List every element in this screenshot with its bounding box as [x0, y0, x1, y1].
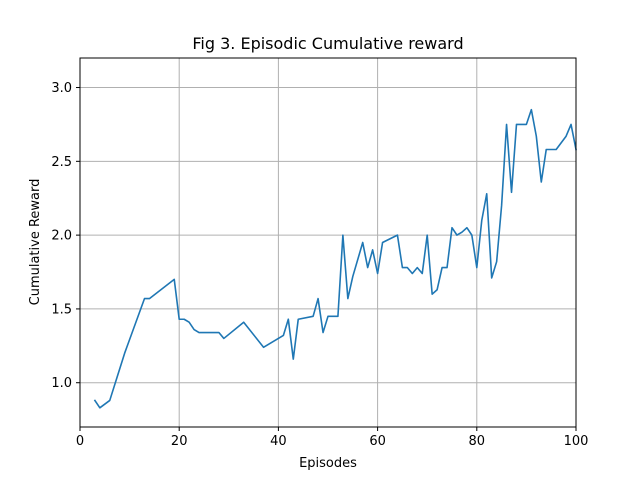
data-point [296, 317, 300, 321]
data-point [381, 241, 385, 245]
y-tick-label: 3.0 [51, 81, 72, 96]
data-point [554, 148, 558, 152]
data-point [281, 333, 285, 337]
data-point [544, 148, 548, 152]
data-point [410, 271, 414, 275]
data-point [534, 134, 538, 138]
data-point [514, 122, 518, 126]
data-point [123, 351, 127, 355]
data-point [490, 276, 494, 280]
data-point [351, 274, 355, 278]
data-point [510, 190, 514, 194]
y-tick-label: 1.0 [51, 376, 72, 391]
data-point [286, 317, 290, 321]
data-point [262, 345, 266, 349]
data-point [480, 218, 484, 222]
data-point [450, 226, 454, 230]
data-point [341, 233, 345, 237]
data-point [371, 248, 375, 252]
x-tick-label: 60 [369, 434, 386, 449]
data-point [475, 266, 479, 270]
data-point [202, 331, 206, 335]
x-tick-label: 80 [469, 434, 486, 449]
x-tick-label: 0 [76, 434, 84, 449]
data-point [485, 192, 489, 196]
gridlines [79, 58, 577, 427]
data-point [395, 233, 399, 237]
data-point [222, 336, 226, 340]
data-point [217, 331, 221, 335]
data-point [470, 233, 474, 237]
x-tick-label: 100 [564, 434, 589, 449]
x-tick-label: 40 [270, 434, 287, 449]
plot-frame [79, 57, 577, 428]
data-point [564, 134, 568, 138]
data-point [415, 266, 419, 270]
data-point [529, 108, 533, 112]
data-point [93, 398, 97, 402]
data-point [172, 277, 176, 281]
data-point [539, 180, 543, 184]
data-point [326, 314, 330, 318]
data-point [242, 320, 246, 324]
data-point [495, 260, 499, 264]
series-group [93, 108, 577, 410]
y-tick-label: 2.0 [51, 229, 72, 244]
data-point [366, 266, 370, 270]
data-point [465, 226, 469, 230]
data-point [336, 314, 340, 318]
data-point [108, 398, 112, 402]
data-point [440, 266, 444, 270]
data-point [142, 297, 146, 301]
data-point [430, 292, 434, 296]
axis-ticks: 0 20 40 60 80 100 1.0 1.5 2.0 2.5 3.0 [51, 81, 588, 449]
data-point [98, 406, 102, 410]
data-point [569, 122, 573, 126]
y-tick-label: 1.5 [51, 302, 72, 317]
data-point [376, 271, 380, 275]
x-axis-label: Episodes [299, 456, 357, 471]
data-point [182, 317, 186, 321]
chart-title: Fig 3. Episodic Cumulative reward [192, 34, 463, 53]
data-point [197, 331, 201, 335]
data-point [192, 328, 196, 332]
data-point [291, 357, 295, 361]
data-point [420, 271, 424, 275]
y-axis-label: Cumulative Reward [28, 179, 43, 306]
reward-series-line [93, 108, 577, 409]
data-point [460, 230, 464, 234]
data-point [147, 297, 151, 301]
data-point [500, 204, 504, 208]
data-point [405, 266, 409, 270]
data-point [425, 233, 429, 237]
data-point [524, 122, 528, 126]
data-point [177, 317, 181, 321]
data-point [400, 266, 404, 270]
data-point [311, 314, 315, 318]
data-point [445, 266, 449, 270]
data-point [316, 297, 320, 301]
data-point [505, 122, 509, 126]
data-point [321, 331, 325, 335]
data-point [187, 320, 191, 324]
x-tick-label: 20 [171, 434, 188, 449]
data-point [361, 241, 365, 245]
data-point [435, 288, 439, 292]
data-point [455, 233, 459, 237]
y-tick-label: 2.5 [51, 155, 72, 170]
data-point [346, 297, 350, 301]
